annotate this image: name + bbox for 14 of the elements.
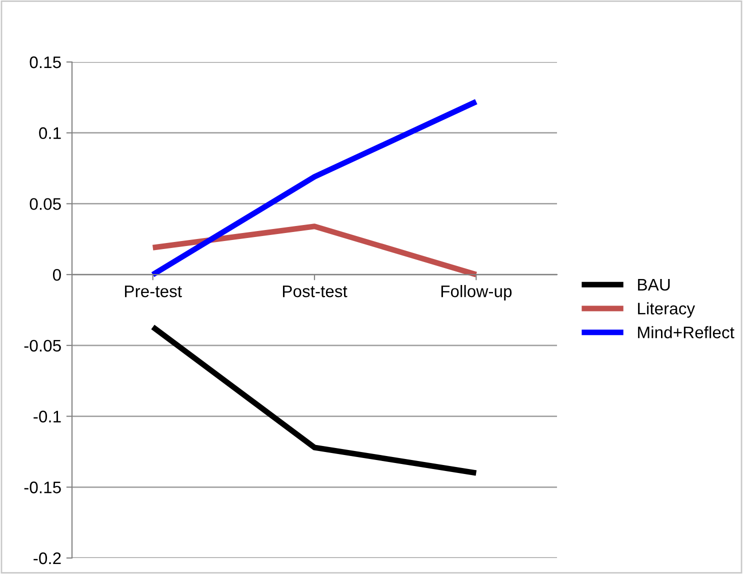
y-tick-label: -0.1 (34, 410, 61, 422)
y-tick-label: 0.1 (39, 127, 61, 140)
x-tick-label: Post-test (282, 286, 348, 298)
legend-label: Literacy (638, 302, 696, 318)
x-tick-label: Pre-test (125, 286, 182, 298)
y-tick-label: 0.05 (30, 198, 61, 210)
legend-label: Mind+Reflect (638, 326, 734, 338)
y-tick-label: -0.15 (24, 482, 61, 494)
y-tick-label: -0.2 (34, 552, 61, 564)
y-tick-label: 0.15 (30, 56, 61, 68)
y-tick-label: -0.05 (24, 340, 61, 352)
legend-label: BAU (638, 278, 670, 291)
y-tick-label: 0 (52, 268, 61, 281)
x-tick-label: Follow-up (441, 284, 512, 301)
